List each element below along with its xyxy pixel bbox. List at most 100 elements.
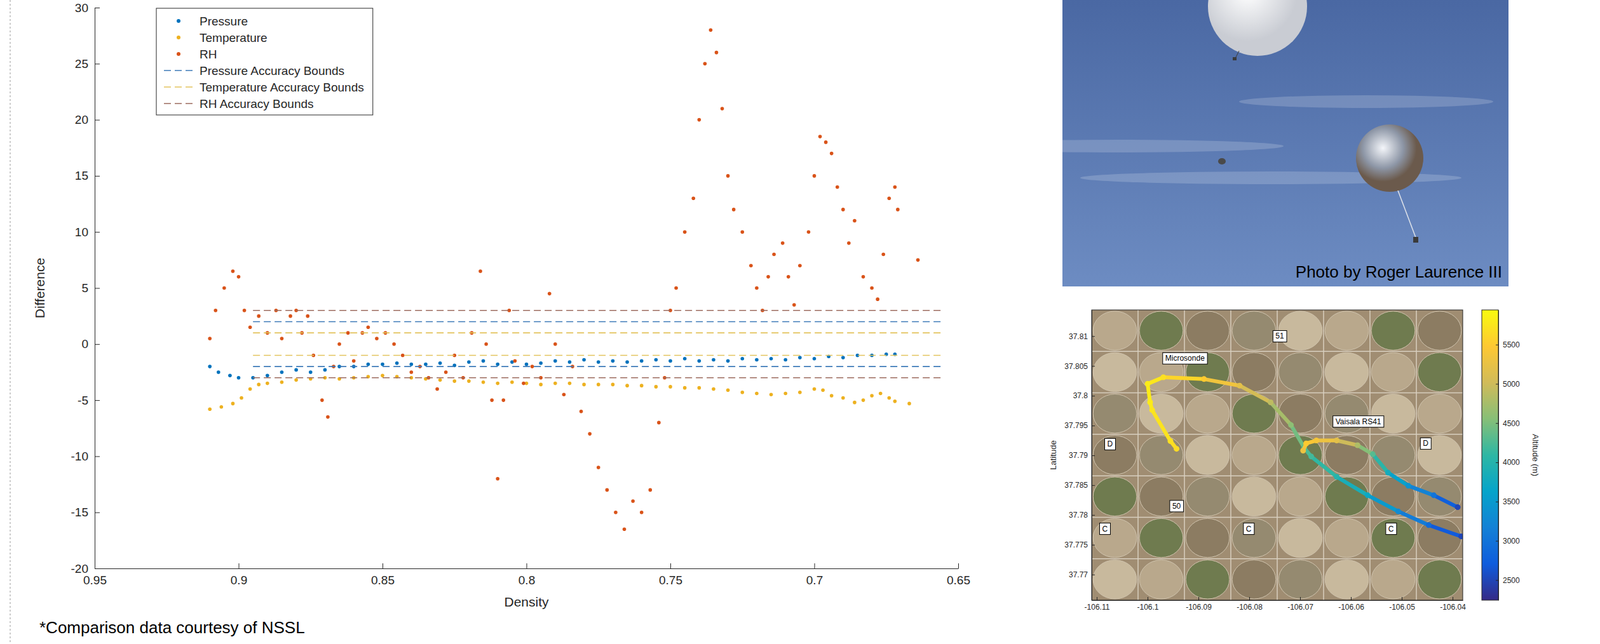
tick-mark <box>1300 597 1301 601</box>
tick-label: 0.65 <box>946 573 971 588</box>
tick-mark <box>814 563 816 569</box>
map-annotation-box <box>1169 500 1184 513</box>
point <box>769 357 774 361</box>
tick-label: -106.06 <box>1338 603 1365 612</box>
track-segment <box>1336 477 1369 496</box>
point <box>611 359 616 363</box>
point <box>435 387 440 392</box>
point <box>489 398 494 403</box>
point <box>841 355 846 360</box>
point <box>409 370 414 375</box>
point <box>683 386 687 391</box>
tick-mark <box>1495 541 1499 543</box>
point <box>568 360 572 365</box>
legend: PressureTemperatureRHPressure Accuracy B… <box>156 8 373 116</box>
footnote: *Comparison data courtesy of NSSL <box>39 618 306 638</box>
track-segment <box>1270 402 1292 426</box>
point <box>697 386 702 391</box>
point <box>495 477 500 482</box>
point <box>869 286 874 291</box>
point <box>325 415 330 420</box>
tick-label: 37.78 <box>1068 510 1088 520</box>
photo-payload <box>1232 57 1237 61</box>
point <box>553 381 558 386</box>
legend-swatch <box>163 69 194 72</box>
tick-label: 0 <box>81 337 89 351</box>
tick: 37.805 <box>1064 362 1095 372</box>
point <box>783 358 788 363</box>
point <box>392 342 396 347</box>
y-axis: -20-15-10-5051015202530 <box>71 1 100 576</box>
track-segment <box>1428 525 1461 537</box>
map-road <box>1322 310 1325 601</box>
map-annotation-box <box>1104 438 1116 450</box>
map-field <box>1278 352 1323 392</box>
point <box>237 376 241 380</box>
track-segment <box>1387 472 1409 487</box>
legend-label: Temperature <box>199 31 268 45</box>
point <box>280 336 285 341</box>
track <box>1145 374 1464 541</box>
tick-label: 37.8 <box>1073 391 1089 401</box>
track-point <box>1354 442 1361 449</box>
point <box>513 359 518 363</box>
tick-mark <box>1091 515 1095 516</box>
point <box>829 151 834 156</box>
map-annotation-text: C <box>1246 524 1252 534</box>
point <box>294 368 299 373</box>
series <box>252 321 944 367</box>
map-field <box>1185 435 1230 475</box>
series <box>207 352 897 380</box>
tick: 25 <box>74 57 100 71</box>
map-field <box>1232 435 1276 475</box>
point <box>308 370 313 375</box>
track-point <box>1149 407 1156 414</box>
map-field <box>1371 560 1416 600</box>
map-annotation-box <box>1385 523 1397 536</box>
point <box>547 292 552 297</box>
legend-label: Pressure Accuracy Bounds <box>199 64 345 78</box>
map-annotation-text: 50 <box>1172 501 1182 511</box>
tick-mark <box>1091 336 1095 337</box>
tick-label: 37.77 <box>1068 570 1088 580</box>
tick: 0.8 <box>518 563 536 588</box>
point <box>887 196 891 201</box>
legend-label: RH <box>199 47 217 62</box>
point <box>596 360 601 365</box>
tick: 37.785 <box>1064 481 1095 490</box>
page-border <box>10 0 11 644</box>
map-field <box>1092 311 1137 351</box>
point <box>207 407 212 412</box>
map-field <box>1232 518 1276 558</box>
point <box>231 402 236 407</box>
map-field <box>1139 560 1184 600</box>
point <box>478 269 483 274</box>
point <box>726 174 731 178</box>
point <box>625 360 630 365</box>
tick-mark <box>1495 383 1499 385</box>
map-annotation-text: C <box>1101 524 1108 534</box>
tick-mark <box>1091 545 1095 546</box>
point <box>841 396 846 401</box>
colorbar-title: Altitude (m) <box>1530 433 1541 476</box>
track-point <box>1455 504 1461 511</box>
tick-label: 4500 <box>1502 419 1520 429</box>
point <box>798 355 802 360</box>
legend-swatch <box>176 35 181 40</box>
tick: -106.07 <box>1287 597 1314 612</box>
track-point <box>1167 438 1174 445</box>
map-annotation-box <box>1420 437 1431 450</box>
tick-mark <box>1198 597 1200 601</box>
point <box>881 252 886 257</box>
point <box>861 275 866 279</box>
track-point <box>1267 399 1274 406</box>
map-y-axis-title: Latitude <box>1048 440 1058 470</box>
map-field <box>1232 560 1276 600</box>
page: 0.950.90.850.80.750.70.65-20-15-10-50510… <box>0 0 1600 644</box>
tick-mark <box>1091 366 1095 367</box>
tick-mark <box>1495 501 1499 503</box>
tick-label: 10 <box>74 225 89 239</box>
tick: 10 <box>74 225 100 239</box>
tick-label: 37.81 <box>1068 332 1088 342</box>
tick: 15 <box>74 169 100 183</box>
